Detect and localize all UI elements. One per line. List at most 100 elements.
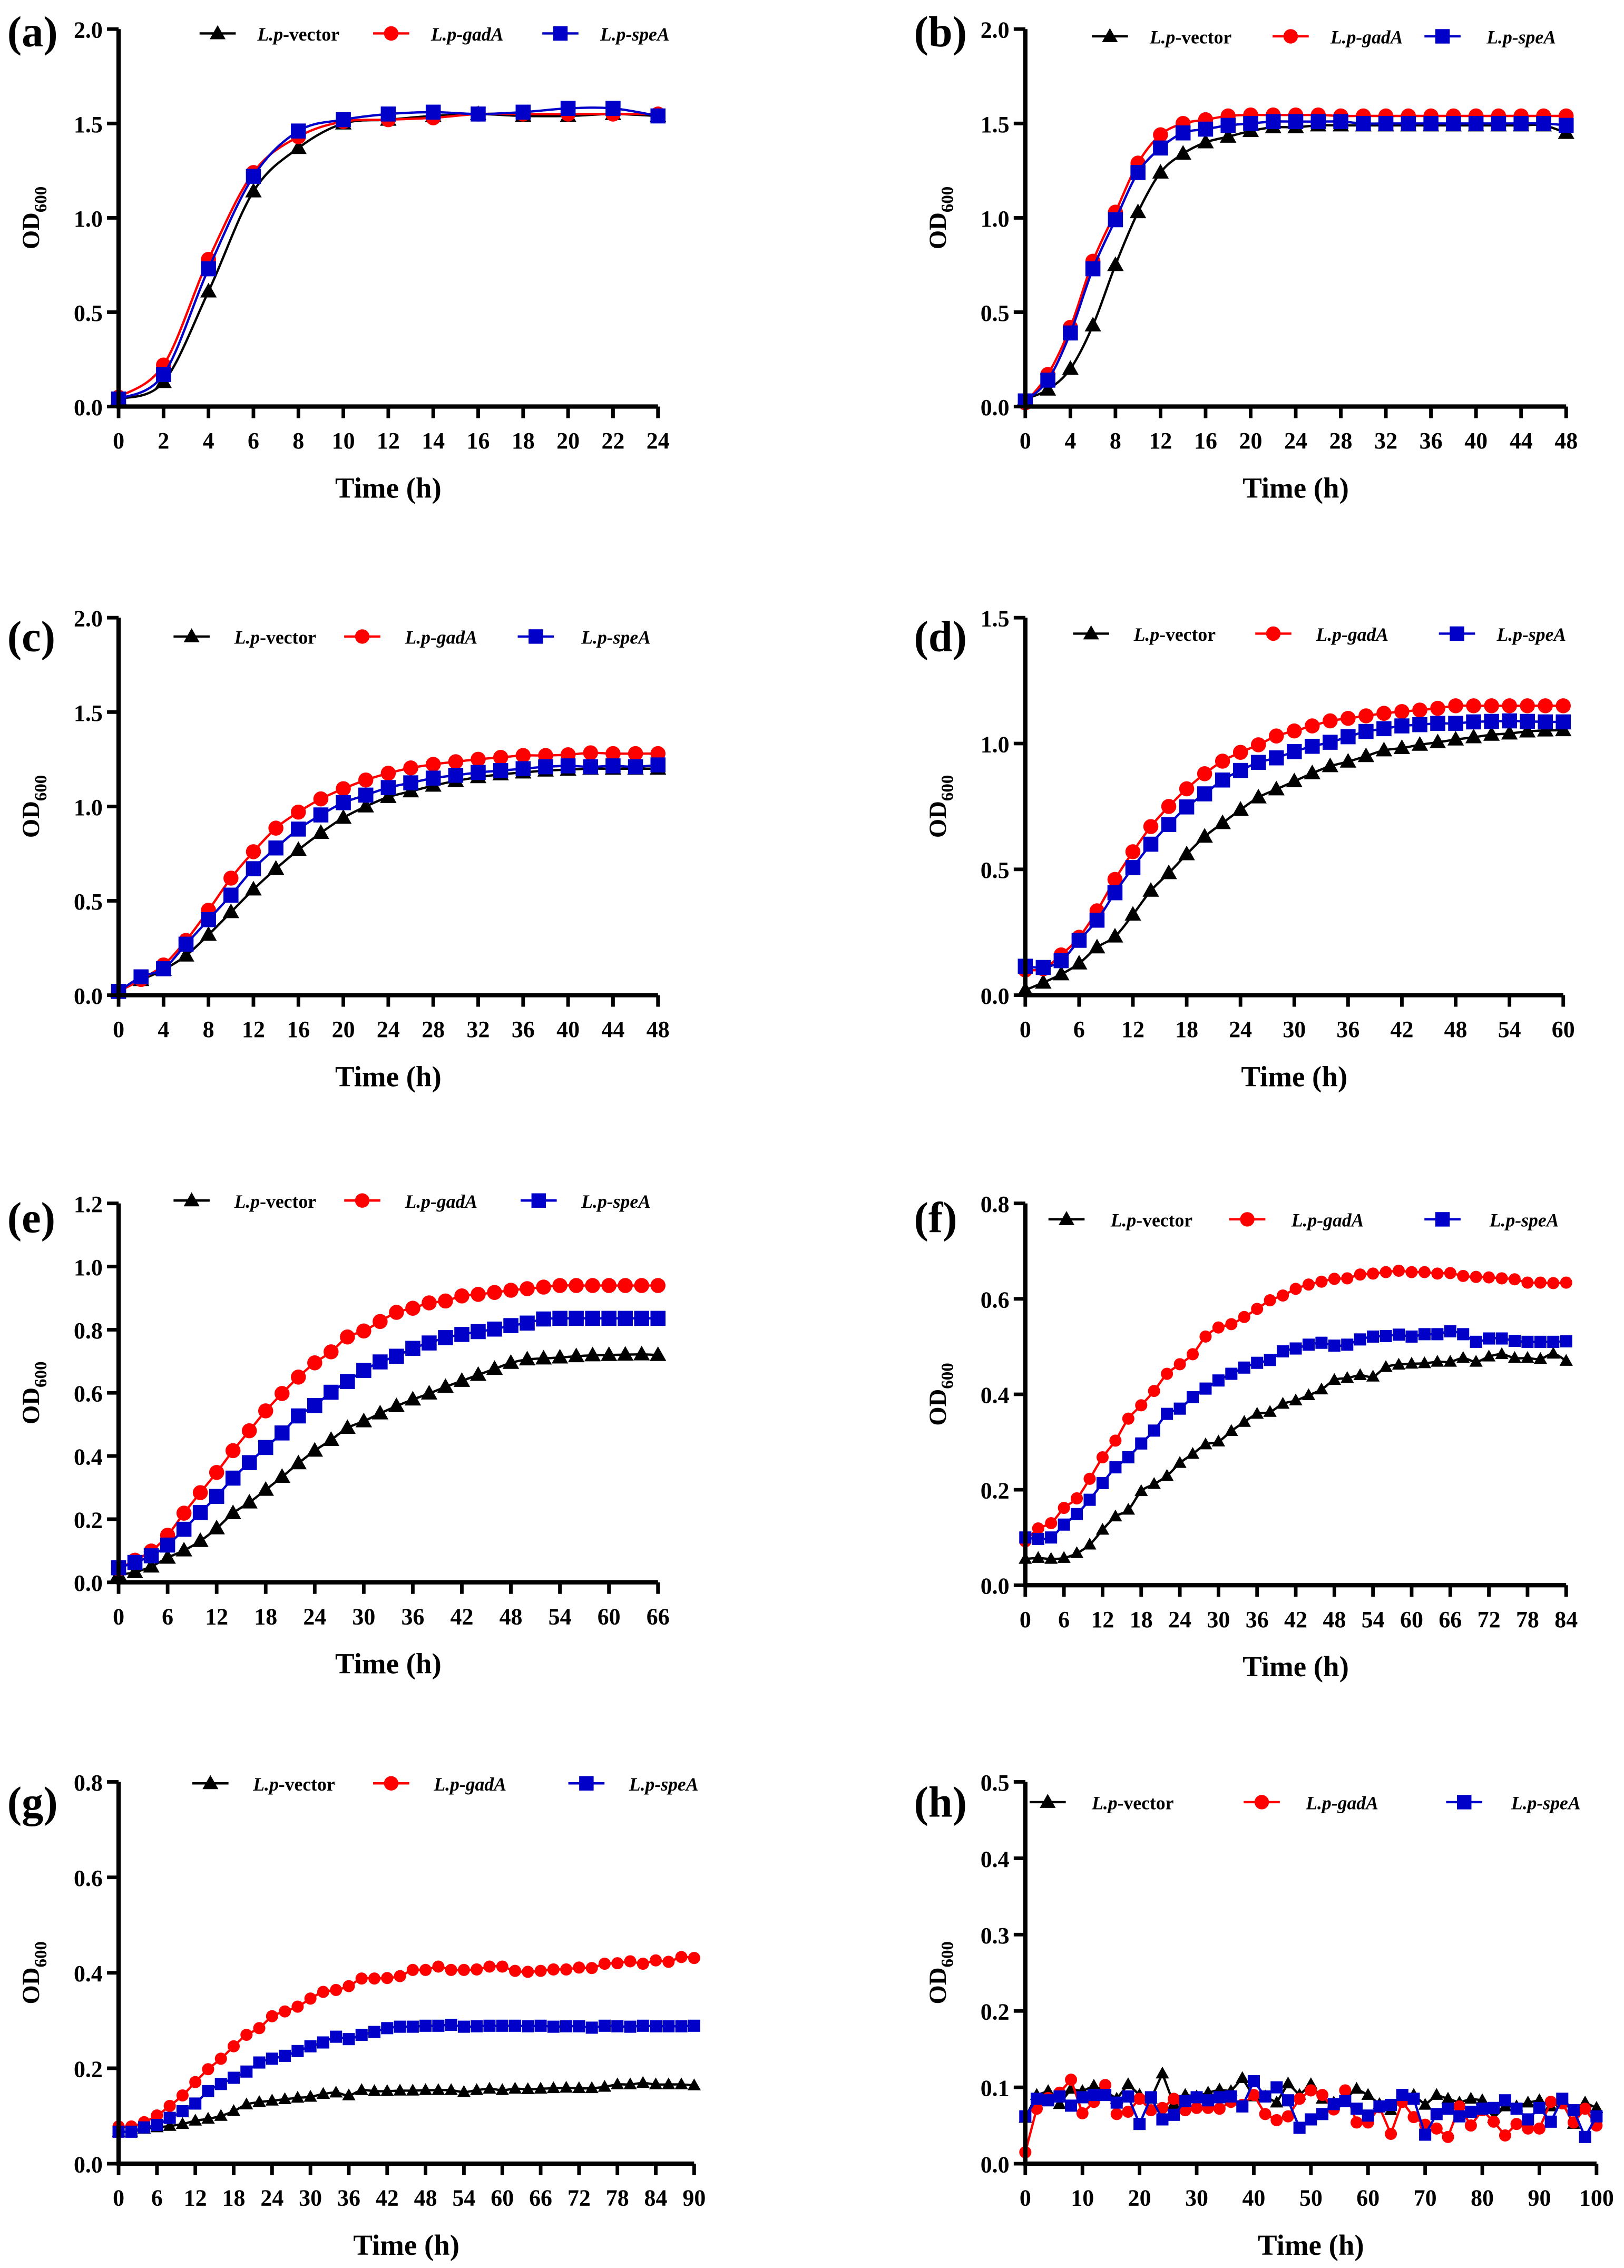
- triangle-marker: [252, 2095, 266, 2107]
- square-marker: [1538, 714, 1553, 730]
- square-marker: [1035, 960, 1051, 975]
- legend-item: L.p-vector: [1030, 1793, 1174, 1814]
- chart-panel-e: 0 6 12 18 24 30 36 42 48 54 60 66 0.0 0.2 0.4 0.6 0.8 1.0…: [7, 1191, 670, 1680]
- series-line: [1025, 1330, 1567, 1540]
- x-tick-label: 44: [1510, 428, 1533, 454]
- circle-marker: [1179, 2104, 1191, 2117]
- circle-marker: [560, 1963, 573, 1976]
- circle-marker: [1521, 1276, 1534, 1289]
- circle-marker: [336, 781, 351, 796]
- x-tick-label: 48: [1323, 1607, 1346, 1632]
- square-marker: [1277, 1345, 1289, 1358]
- square-marker: [1040, 373, 1055, 388]
- series-L.p-vector: [110, 1345, 667, 1581]
- square-marker: [1495, 1332, 1508, 1345]
- square-marker: [1161, 1407, 1173, 1420]
- square-marker: [1520, 713, 1535, 729]
- series-L.p-gadA: [111, 106, 666, 405]
- square-marker: [1286, 744, 1302, 759]
- square-marker: [1110, 2096, 1123, 2109]
- square-marker: [127, 1555, 143, 1570]
- circle-marker: [611, 1957, 624, 1970]
- x-axis-title: Time (h): [353, 2229, 459, 2261]
- circle-marker: [340, 1329, 355, 1345]
- square-marker: [1250, 755, 1266, 770]
- square-marker: [438, 1330, 453, 1345]
- circle-marker: [1122, 2105, 1134, 2118]
- square-marker: [1122, 1451, 1134, 1464]
- circle-marker: [493, 749, 508, 765]
- square-marker: [1356, 116, 1371, 131]
- triangle-marker: [444, 2083, 458, 2095]
- series-line: [118, 113, 658, 400]
- legend-label-suffix: -gadA: [456, 24, 503, 45]
- legend-label-prefix: L.p: [252, 1774, 279, 1795]
- triangle-marker: [1087, 2078, 1101, 2091]
- triangle-marker: [1482, 1350, 1496, 1362]
- x-tick-label: 0: [1020, 428, 1031, 454]
- triangle-marker: [598, 2079, 612, 2092]
- circle-marker: [1488, 2115, 1500, 2128]
- square-marker: [223, 887, 239, 903]
- x-tick-label: 28: [422, 1017, 445, 1042]
- square-marker: [1316, 2108, 1329, 2120]
- circle-marker: [1156, 2101, 1169, 2114]
- square-marker: [650, 757, 666, 773]
- square-marker: [1431, 1328, 1444, 1341]
- y-tick-label: 1.5: [981, 607, 1010, 632]
- square-marker: [425, 104, 441, 120]
- triangle-marker: [1062, 360, 1079, 375]
- legend-item: L.p-vector: [1048, 1210, 1192, 1231]
- y-tick-label: 0.2: [981, 1479, 1010, 1504]
- square-marker: [1405, 1330, 1418, 1343]
- legend-label-prefix: L.p: [404, 1191, 431, 1212]
- square-marker: [151, 2119, 163, 2132]
- square-marker: [258, 1440, 273, 1455]
- circle-marker: [1412, 702, 1427, 718]
- legend-label: L.p-speA: [1511, 1793, 1581, 1814]
- legend-label-prefix: L.p: [1496, 624, 1522, 645]
- square-marker: [1522, 2113, 1534, 2126]
- circle-marker: [1045, 1517, 1058, 1530]
- triangle-marker: [687, 2078, 701, 2090]
- x-tick-label: 18: [222, 2186, 246, 2211]
- x-tick-label: 24: [1168, 1607, 1191, 1632]
- triangle-marker: [1464, 2091, 1478, 2104]
- square-marker: [1513, 116, 1529, 131]
- triangle-marker: [316, 2087, 330, 2099]
- x-axis-title: Time (h): [335, 1060, 442, 1092]
- triangle-marker: [534, 2081, 547, 2094]
- square-marker: [1270, 2081, 1283, 2094]
- y-axis-title-subscript: 600: [938, 187, 957, 212]
- square-marker: [496, 2019, 508, 2032]
- square-marker: [1442, 2103, 1454, 2115]
- triangle-marker: [1268, 780, 1285, 796]
- triangle-marker: [1417, 1356, 1432, 1368]
- legend-label: L.p-speA: [629, 1774, 699, 1795]
- square-marker: [1448, 716, 1463, 731]
- y-tick-label: 0.0: [981, 1574, 1010, 1599]
- legend-label-suffix: -vector: [1159, 624, 1216, 645]
- y-tick-label: 0.8: [74, 1771, 103, 1796]
- square-marker: [356, 1363, 371, 1378]
- series-L.p-vector: [1017, 721, 1572, 996]
- x-tick-label: 24: [260, 2186, 283, 2211]
- legend-label-suffix: -vector: [260, 627, 316, 648]
- square-marker: [552, 1311, 568, 1326]
- legend-label-suffix: -speA: [625, 24, 669, 45]
- legend-item: L.p-speA: [520, 1191, 651, 1212]
- triangle-marker: [265, 2094, 279, 2106]
- y-axis-title-subscript: 600: [32, 1941, 51, 1967]
- square-marker: [1199, 1382, 1212, 1395]
- square-marker: [585, 1311, 600, 1326]
- y-axis-title: OD600: [17, 187, 51, 249]
- x-tick-label: 54: [1498, 1017, 1521, 1042]
- square-marker: [1341, 1338, 1354, 1351]
- legend-label-prefix: L.p: [1305, 1793, 1332, 1814]
- y-tick-label: 0.4: [981, 1383, 1010, 1408]
- square-marker: [1265, 114, 1281, 130]
- triangle-marker: [404, 1391, 422, 1406]
- triangle-marker: [1083, 1538, 1097, 1550]
- circle-marker: [487, 1285, 502, 1300]
- y-axis-title-subscript: 600: [32, 1362, 51, 1387]
